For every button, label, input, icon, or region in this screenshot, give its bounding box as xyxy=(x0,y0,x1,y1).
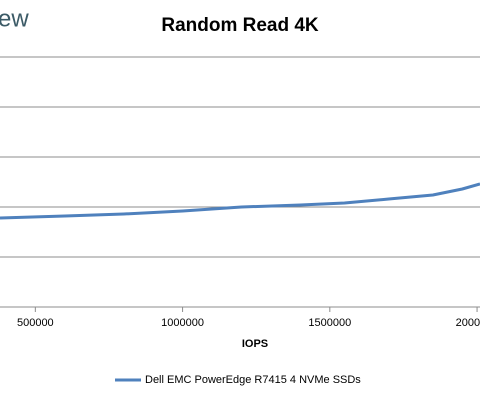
legend-label: Dell EMC PowerEdge R7415 4 NVMe SSDs xyxy=(145,374,361,386)
series-line xyxy=(0,182,480,220)
logo: ew xyxy=(0,5,29,32)
x-axis-label: IOPS xyxy=(242,338,268,350)
x-tick-label: 1000000 xyxy=(161,317,204,329)
x-tick-label: 2000000 xyxy=(456,317,480,329)
x-tick-label: 1500000 xyxy=(308,317,351,329)
chart-title: Random Read 4K xyxy=(161,15,319,36)
x-tick-label: 500000 xyxy=(17,317,54,329)
